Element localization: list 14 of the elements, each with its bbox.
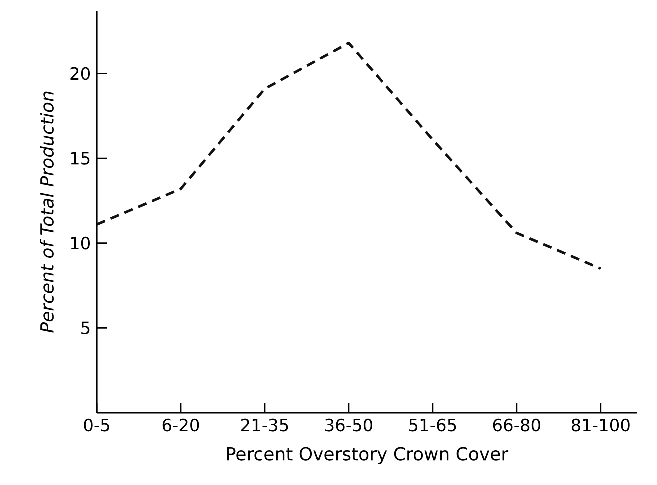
x-tick-label: 51-65: [410, 418, 456, 432]
x-tick-label: 6-20: [162, 418, 200, 432]
y-tick-label: 15: [71, 152, 90, 165]
x-tick-label: 66-80: [493, 418, 540, 432]
y-tick-label: 5: [82, 322, 90, 334]
y-tick-label: 10: [71, 236, 90, 250]
x-tick-label: 81-100: [572, 418, 630, 432]
x-tick-label: 21-35: [242, 418, 288, 432]
y-tick-label: 20: [70, 67, 90, 80]
x-axis-title: Percent Overstory Crown Cover: [227, 447, 509, 464]
y-axis-title: Percent of Total Production: [40, 92, 54, 333]
x-tick-label: 36-50: [326, 418, 373, 432]
line-series: [97, 42, 602, 270]
x-tick-label: 0-5: [84, 418, 110, 432]
